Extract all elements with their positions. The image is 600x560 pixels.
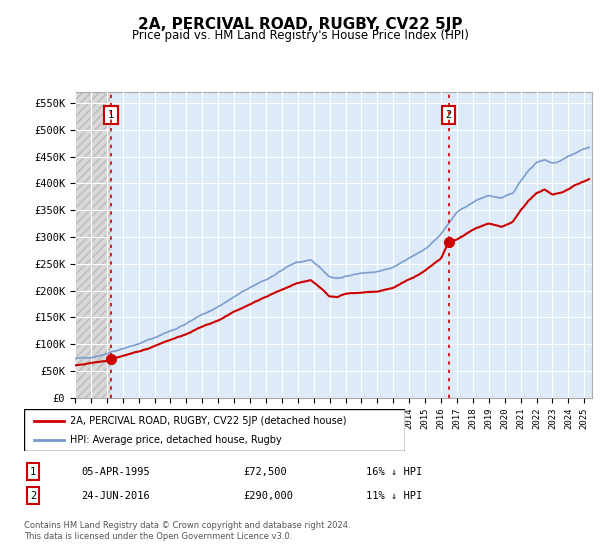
Text: 05-APR-1995: 05-APR-1995 xyxy=(81,466,150,477)
Text: 11% ↓ HPI: 11% ↓ HPI xyxy=(366,491,422,501)
Text: 2A, PERCIVAL ROAD, RUGBY, CV22 5JP (detached house): 2A, PERCIVAL ROAD, RUGBY, CV22 5JP (deta… xyxy=(70,416,346,426)
Text: £72,500: £72,500 xyxy=(243,466,287,477)
Text: 1: 1 xyxy=(30,466,36,477)
Text: Contains HM Land Registry data © Crown copyright and database right 2024.: Contains HM Land Registry data © Crown c… xyxy=(24,521,350,530)
FancyBboxPatch shape xyxy=(24,409,405,451)
Text: £290,000: £290,000 xyxy=(243,491,293,501)
Text: This data is licensed under the Open Government Licence v3.0.: This data is licensed under the Open Gov… xyxy=(24,532,292,541)
Text: 16% ↓ HPI: 16% ↓ HPI xyxy=(366,466,422,477)
Text: 2: 2 xyxy=(30,491,36,501)
Bar xyxy=(75,92,111,398)
Text: 24-JUN-2016: 24-JUN-2016 xyxy=(81,491,150,501)
Text: 1: 1 xyxy=(108,110,114,120)
Text: 2A, PERCIVAL ROAD, RUGBY, CV22 5JP: 2A, PERCIVAL ROAD, RUGBY, CV22 5JP xyxy=(138,17,462,32)
Text: 2: 2 xyxy=(446,110,452,120)
Text: HPI: Average price, detached house, Rugby: HPI: Average price, detached house, Rugb… xyxy=(70,435,281,445)
Bar xyxy=(75,92,111,398)
Text: Price paid vs. HM Land Registry's House Price Index (HPI): Price paid vs. HM Land Registry's House … xyxy=(131,29,469,42)
